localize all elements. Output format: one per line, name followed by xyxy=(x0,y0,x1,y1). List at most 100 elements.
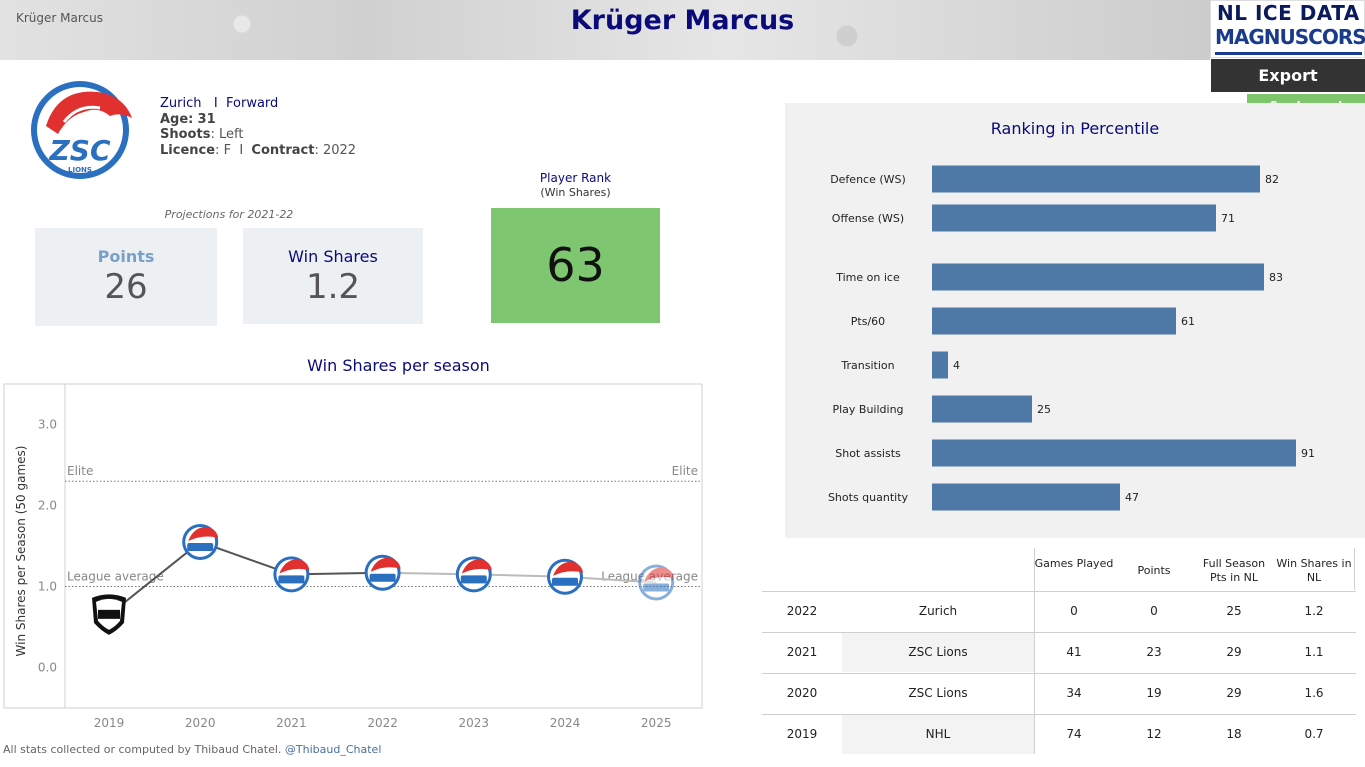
table-cell: 18 xyxy=(1226,727,1242,741)
table-cell: 25 xyxy=(1226,604,1242,618)
ws-x-tick: 2023 xyxy=(459,716,490,730)
player-shoots: Left xyxy=(218,127,244,142)
footer-handle-link[interactable]: @Thibaud_Chatel xyxy=(284,743,382,756)
table-cell: 41 xyxy=(1066,645,1082,659)
ws-y-tick: 0.0 xyxy=(38,661,57,675)
percentile-bar-value: 47 xyxy=(1125,491,1139,504)
zsc-logo-marker xyxy=(638,564,675,601)
header-player-name: Krüger Marcus xyxy=(16,11,103,25)
table-cell: 23 xyxy=(1146,645,1162,659)
table-cell: 12 xyxy=(1146,727,1162,741)
points-value: 26 xyxy=(104,267,148,307)
zsc-wordmark xyxy=(278,575,305,584)
percentile-bar xyxy=(932,204,1216,232)
percentile-bar xyxy=(932,395,1032,423)
table-cell: 1.2 xyxy=(1304,604,1324,618)
table-cell: ZSC Lions xyxy=(908,645,968,659)
table-row-shading xyxy=(842,633,1034,672)
ws-x-tick: 2019 xyxy=(94,716,125,730)
team-logo-sub: LIONS xyxy=(68,166,92,174)
ws-plot-frame xyxy=(3,383,703,709)
zsc-logo-marker xyxy=(364,554,401,591)
player-info: Zurich I Forward Age: 31 Shoots: Left Li… xyxy=(160,96,357,158)
percentile-bar xyxy=(932,263,1264,291)
zsc-lion-mane xyxy=(461,559,492,574)
ws-y-tick: 2.0 xyxy=(38,499,57,513)
points-card: Points 26 xyxy=(35,228,217,326)
table-cell: 2022 xyxy=(786,604,818,618)
ws-ref-label-left: Elite xyxy=(67,464,93,478)
nhl-band xyxy=(98,609,120,619)
projections-label: Projections for 2021-22 xyxy=(164,208,294,221)
ws-ref-label-left: League average xyxy=(67,570,164,584)
percentile-bar-value: 83 xyxy=(1269,271,1283,284)
table-cell: 2020 xyxy=(786,686,818,700)
ws-x-tick: 2025 xyxy=(641,716,672,730)
table-cell: 34 xyxy=(1066,686,1082,700)
table-cell: 0 xyxy=(1150,604,1158,618)
team-logo-icon: ZSC LIONS xyxy=(31,81,132,179)
info-separator: I xyxy=(213,96,218,111)
zsc-logo-marker xyxy=(273,556,310,593)
percentile-category-label: Shots quantity xyxy=(828,491,909,504)
table-row[interactable]: 2021 ZSC Lions 41 23 29 1.1 xyxy=(762,632,1356,672)
percentile-bar xyxy=(932,439,1296,467)
contract-label: Contract xyxy=(251,142,315,158)
footer-text: All stats collected or computed by Thiba… xyxy=(3,743,282,756)
percentile-bar-value: 61 xyxy=(1181,315,1195,328)
ws-chart-title: Win Shares per season xyxy=(307,356,490,375)
age-label: Age: xyxy=(160,111,194,127)
table-cell: 19 xyxy=(1146,686,1162,700)
licence-separator: I xyxy=(239,142,244,158)
zsc-logo-marker xyxy=(182,523,219,560)
zsc-lion-mane xyxy=(644,567,675,582)
percentile-category-label: Play Building xyxy=(832,403,903,416)
table-row-shading xyxy=(842,715,1034,754)
player-position: Forward xyxy=(226,96,279,111)
percentile-bar-value: 4 xyxy=(953,359,960,372)
zsc-wordmark xyxy=(187,542,214,551)
percentile-bar-value: 91 xyxy=(1301,447,1315,460)
zsc-wordmark xyxy=(643,583,670,592)
win-shares-card: Win Shares 1.2 xyxy=(243,228,423,324)
player-team: Zurich xyxy=(160,96,202,111)
zsc-lion-mane xyxy=(279,559,310,574)
player-rank-sub: (Win Shares) xyxy=(540,186,611,199)
brand-logo[interactable]: NL ICE DATA MAGNUSCORSI xyxy=(1210,0,1365,58)
table-cell: 0 xyxy=(1070,604,1078,618)
ws-y-tick: 1.0 xyxy=(38,580,57,594)
zsc-lion-mane xyxy=(370,557,401,572)
zsc-wordmark xyxy=(369,573,396,582)
table-row[interactable]: 2019 NHL 74 12 18 0.7 xyxy=(762,714,1356,754)
percentile-bar-value: 71 xyxy=(1221,212,1235,225)
table-cell: 0.7 xyxy=(1304,727,1324,741)
table-cell: 29 xyxy=(1226,645,1242,659)
table-cell: Zurich xyxy=(918,604,958,618)
export-button[interactable]: Export xyxy=(1211,59,1365,92)
brand-logo-line2: MAGNUSCORSI xyxy=(1215,25,1365,55)
zsc-lion-mane xyxy=(188,526,219,541)
win-shares-value: 1.2 xyxy=(305,267,361,307)
zsc-logo-marker xyxy=(547,558,583,595)
table-cell: 29 xyxy=(1226,686,1242,700)
percentile-bar-value: 82 xyxy=(1265,173,1279,186)
brand-logo-line1: NL ICE DATA xyxy=(1217,1,1360,25)
col-games-played: Games Played xyxy=(1034,557,1114,570)
table-cell: ZSC Lions xyxy=(908,686,968,700)
table-row[interactable]: 2022 Zurich 0 0 25 1.2 xyxy=(762,591,1356,631)
table-row[interactable]: 2020 ZSC Lions 34 19 29 1.6 xyxy=(762,673,1356,713)
points-label: Points xyxy=(97,247,155,266)
percentile-category-label: Pts/60 xyxy=(851,315,885,328)
percentile-title: Ranking in Percentile xyxy=(990,119,1160,138)
col-win-shares: Win Shares in NL xyxy=(1276,557,1352,584)
zsc-wordmark xyxy=(460,575,487,584)
table-cell: 1.6 xyxy=(1304,686,1324,700)
win-shares-label: Win Shares xyxy=(288,247,378,266)
zsc-logo-marker xyxy=(455,556,492,593)
ws-x-tick: 2022 xyxy=(367,716,398,730)
ws-x-tick: 2024 xyxy=(550,716,581,730)
player-rank-label: Player Rank xyxy=(539,171,612,185)
nhl-logo-marker xyxy=(92,594,126,635)
percentile-bar xyxy=(932,165,1260,193)
ws-chart: 0.0 1.0 2.0 3.0 Win Shares per Season (50 ga… xyxy=(3,383,703,730)
